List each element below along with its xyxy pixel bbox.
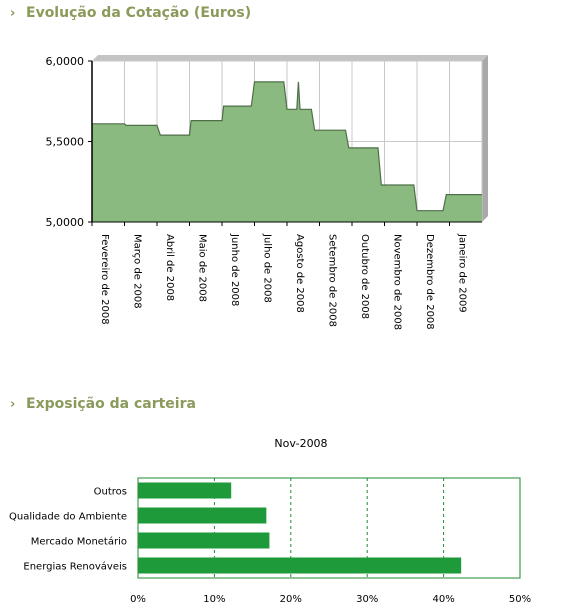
chevron-right-icon: ›: [10, 397, 16, 412]
bar: [138, 532, 270, 549]
price-line: [92, 81, 482, 212]
x-tick-label: Maio de 2008: [197, 234, 208, 302]
x-tick-label: 20%: [280, 594, 302, 605]
x-tick-label: Fevereiro de 2008: [99, 234, 110, 325]
price-area-chart: 5,0000 5,5000 6,0000 Fevereiro de 2008 Março…: [46, 55, 488, 330]
x-tick-label: 0%: [130, 594, 146, 605]
x-tick-label: Março de 2008: [132, 234, 143, 309]
exposure-section-title-text: Exposição da carteira: [26, 396, 196, 412]
chevron-right-icon: ›: [10, 6, 16, 21]
x-tick-label: Janeiro de 2009: [457, 233, 468, 313]
x-tick-label: Julho de 2008: [262, 233, 273, 303]
x-tick-label: Agosto de 2008: [294, 234, 305, 313]
x-tick-label: Outubro de 2008: [359, 234, 370, 319]
x-tick-label: Abril de 2008: [164, 234, 175, 301]
bar: [138, 557, 462, 574]
y-tick-label: 5,5000: [46, 136, 85, 149]
price-section-title: › Evolução da Cotação (Euros): [10, 5, 251, 21]
bar: [138, 507, 267, 524]
price-area: [92, 81, 482, 223]
x-tick-label: Novembro de 2008: [392, 234, 403, 330]
price-section-title-text: Evolução da Cotação (Euros): [26, 5, 252, 21]
bar-plot-frame: [137, 477, 521, 579]
y-tick-label: 5,0000: [46, 216, 85, 229]
plot-depth-right: [482, 55, 488, 222]
x-tick-label: 40%: [432, 594, 454, 605]
exposure-section-title: › Exposição da carteira: [10, 396, 196, 412]
bar: [138, 482, 232, 499]
x-tick-label: Junho de 2008: [229, 233, 240, 306]
bar-chart-subtitle: Nov-2008: [274, 437, 327, 450]
category-label: Mercado Monetário: [31, 536, 127, 548]
x-tick-label: 10%: [203, 594, 225, 605]
category-label: Qualidade do Ambiente: [9, 512, 127, 523]
x-tick-label: 30%: [356, 594, 378, 605]
plot-depth-top: [92, 55, 488, 61]
category-label: Outros: [94, 487, 127, 498]
x-tick-label: Dezembro de 2008: [424, 234, 435, 330]
x-tick-label: Setembro de 2008: [327, 234, 338, 327]
x-tick-label: 50%: [509, 594, 531, 605]
y-tick-label: 6,0000: [46, 55, 85, 68]
category-label: Energias Renováveis: [23, 561, 127, 573]
